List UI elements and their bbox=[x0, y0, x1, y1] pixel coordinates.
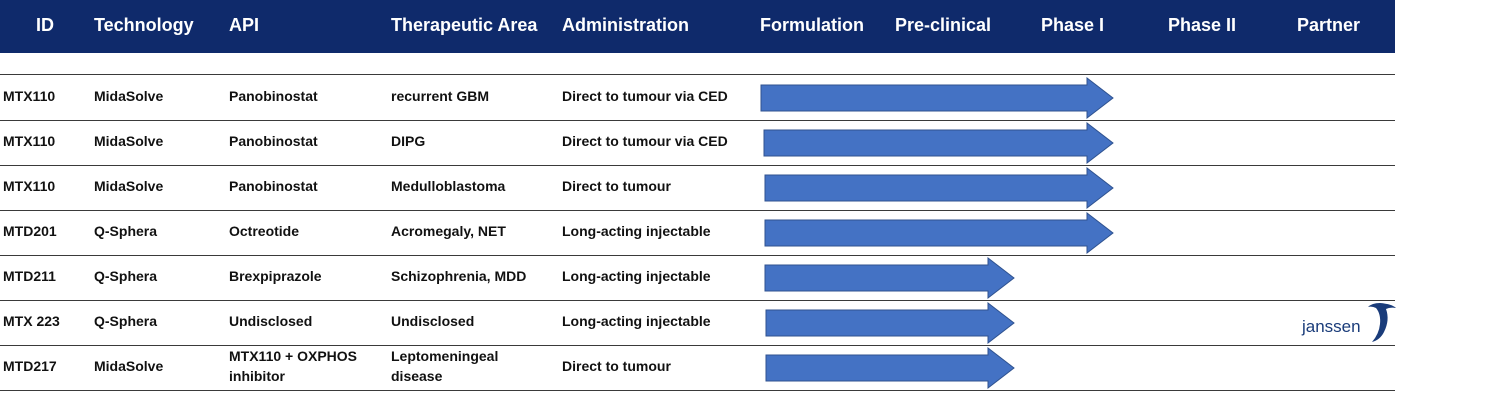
row-administration: Direct to tumour bbox=[562, 178, 671, 194]
row-id: MTX110 bbox=[3, 178, 56, 194]
row-administration: Direct to tumour via CED bbox=[562, 133, 728, 149]
row-therapeutic-area: disease bbox=[391, 368, 443, 384]
column-header-id: ID bbox=[36, 15, 54, 35]
progress-arrow bbox=[765, 301, 1015, 344]
row-api: Panobinostat bbox=[229, 88, 318, 104]
progress-arrow bbox=[764, 256, 1015, 299]
row-therapeutic-area: Acromegaly, NET bbox=[391, 223, 506, 239]
row-therapeutic-area: Undisclosed bbox=[391, 313, 475, 329]
row-administration: Long-acting injectable bbox=[562, 313, 711, 329]
row-therapeutic-area: DIPG bbox=[391, 133, 426, 149]
progress-arrow bbox=[760, 76, 1114, 119]
row-therapeutic-area: Leptomeningeal bbox=[391, 348, 499, 364]
row-technology: MidaSolve bbox=[94, 88, 164, 104]
row-technology: Q-Sphera bbox=[94, 268, 158, 284]
row-id: MTX110 bbox=[3, 88, 56, 104]
row-divider bbox=[0, 390, 1395, 391]
row-id: MTX110 bbox=[3, 133, 56, 149]
row-api: Undisclosed bbox=[229, 313, 313, 329]
column-header-phase-2: Phase II bbox=[1168, 15, 1237, 35]
row-administration: Direct to tumour via CED bbox=[562, 88, 728, 104]
row-id: MTD201 bbox=[3, 223, 57, 239]
row-technology: MidaSolve bbox=[94, 358, 164, 374]
row-therapeutic-area: Medulloblastoma bbox=[391, 178, 506, 194]
row-divider bbox=[0, 74, 1395, 75]
row-technology: Q-Sphera bbox=[94, 223, 158, 239]
row-administration: Long-acting injectable bbox=[562, 223, 711, 239]
janssen-logo: janssen bbox=[1301, 303, 1396, 342]
column-header-phase-1: Phase I bbox=[1041, 15, 1105, 35]
row-divider bbox=[0, 120, 1395, 121]
row-technology: MidaSolve bbox=[94, 133, 164, 149]
row-divider bbox=[0, 345, 1395, 346]
row-divider bbox=[0, 165, 1395, 166]
column-header-api: API bbox=[229, 15, 260, 35]
row-administration: Long-acting injectable bbox=[562, 268, 711, 284]
table-header: ID Technology API Therapeutic Area Admin… bbox=[0, 0, 1395, 53]
row-api: Panobinostat bbox=[229, 133, 318, 149]
row-api: Panobinostat bbox=[229, 178, 318, 194]
progress-arrow bbox=[765, 346, 1015, 389]
partner-logo-text: janssen bbox=[1301, 317, 1361, 336]
column-header-formulation: Formulation bbox=[760, 15, 864, 35]
row-id: MTX 223 bbox=[3, 313, 60, 329]
column-header-technology: Technology bbox=[94, 15, 194, 35]
row-api: MTX110 + OXPHOS bbox=[229, 348, 357, 364]
column-header-administration: Administration bbox=[562, 15, 690, 35]
row-api: inhibitor bbox=[229, 368, 285, 384]
progress-arrow bbox=[764, 211, 1114, 254]
row-api: Brexpiprazole bbox=[229, 268, 322, 284]
column-header-therapeutic-area: Therapeutic Area bbox=[391, 15, 538, 35]
row-id: MTD217 bbox=[3, 358, 57, 374]
progress-arrow bbox=[764, 166, 1114, 209]
row-id: MTD211 bbox=[3, 268, 56, 284]
row-api: Octreotide bbox=[229, 223, 300, 239]
row-technology: MidaSolve bbox=[94, 178, 164, 194]
janssen-mark-icon bbox=[1368, 303, 1396, 342]
row-technology: Q-Sphera bbox=[94, 313, 158, 329]
progress-arrow bbox=[763, 121, 1114, 164]
row-administration: Direct to tumour bbox=[562, 358, 671, 374]
row-divider bbox=[0, 210, 1395, 211]
row-therapeutic-area: Schizophrenia, MDD bbox=[391, 268, 527, 284]
row-therapeutic-area: recurrent GBM bbox=[391, 88, 490, 104]
row-divider bbox=[0, 255, 1395, 256]
column-header-pre-clinical: Pre-clinical bbox=[895, 15, 992, 35]
column-header-partner: Partner bbox=[1297, 15, 1361, 35]
row-divider bbox=[0, 300, 1395, 301]
